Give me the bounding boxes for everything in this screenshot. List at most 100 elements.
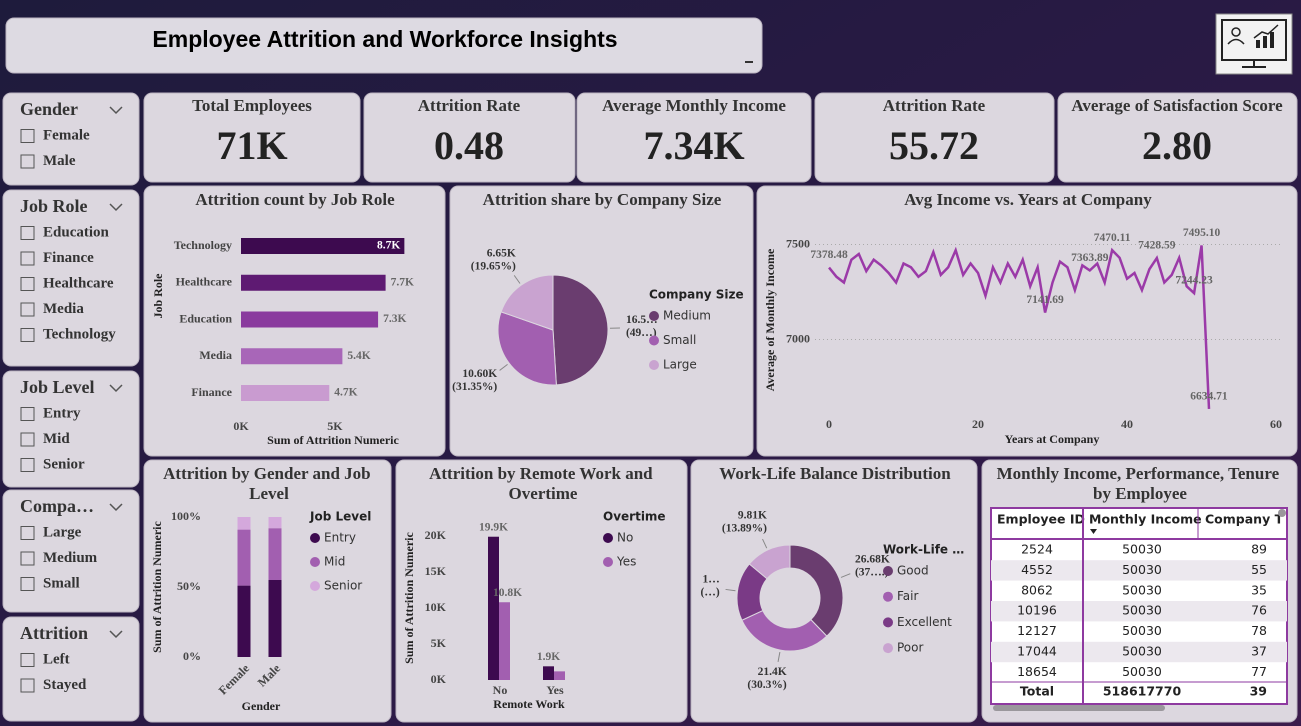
column-header: Employee ID: [997, 512, 1085, 527]
y-tick-label: 0%: [183, 649, 201, 663]
chevron[interactable]: [109, 630, 123, 639]
column-header: Company T: [1205, 512, 1284, 527]
checkbox[interactable]: [20, 526, 35, 540]
bar-segment: [237, 585, 251, 657]
table-cell: 50030: [1122, 603, 1162, 618]
x-tick-label: Yes: [546, 683, 564, 697]
value-label: 7428.59: [1138, 240, 1176, 252]
slicer-option[interactable]: Education: [43, 224, 110, 240]
bar-segment: [268, 517, 282, 529]
y-axis-label: Sum of Attrition Numeric: [402, 532, 416, 664]
x-axis-label: Years at Company: [1005, 432, 1100, 446]
x-tick-label: 60: [1270, 417, 1282, 431]
scrollbar[interactable]: [993, 705, 1165, 711]
bar: [241, 274, 386, 291]
table-cell: 50030: [1122, 582, 1162, 597]
donut-slice: [748, 544, 791, 580]
table-cell: 17044: [1017, 644, 1057, 659]
checkbox[interactable]: [20, 129, 35, 143]
value-label: 19.9K: [479, 521, 508, 533]
checkbox[interactable]: [20, 154, 35, 169]
slicer-option[interactable]: Entry: [43, 405, 81, 421]
chevron[interactable]: [109, 503, 123, 512]
chevron[interactable]: [109, 384, 123, 393]
legend-marker: [310, 557, 320, 567]
table-cell: 18654: [1017, 664, 1057, 679]
value-label: 7244.23: [1175, 275, 1213, 287]
slicer-option[interactable]: Senior: [43, 456, 85, 472]
slicer-option[interactable]: Male: [43, 153, 76, 169]
checkbox[interactable]: [20, 458, 35, 472]
percent-label: (49…): [626, 327, 657, 339]
leader-line: [840, 573, 851, 578]
card-label: Average of Satisfaction Score: [1071, 96, 1283, 115]
row-band: [991, 560, 1287, 581]
slicer-option[interactable]: Technology: [43, 326, 116, 342]
slicer-option[interactable]: Stayed: [43, 677, 87, 693]
legend-marker: [649, 360, 659, 370]
y-tick-label: Media: [199, 348, 232, 362]
x-axis-label: Gender: [242, 699, 281, 713]
value-label: 9.81K: [738, 509, 767, 521]
slicer-option[interactable]: Left: [43, 651, 70, 667]
legend-title: Company Size: [649, 288, 744, 302]
checkbox[interactable]: [20, 432, 35, 447]
pie-slice: [497, 311, 557, 386]
y-tick-label: 15K: [425, 564, 447, 578]
chart-title: Avg Income vs. Years at Company: [904, 190, 1152, 209]
checkbox[interactable]: [20, 328, 35, 342]
column-header: Monthly Income: [1089, 512, 1202, 527]
panel: [756, 185, 1298, 457]
value-label: 7.7K: [391, 276, 414, 288]
checkbox[interactable]: [20, 277, 35, 291]
card-label: Average Monthly Income: [602, 96, 786, 115]
checkbox[interactable]: [20, 551, 35, 566]
leader-line: [762, 538, 768, 549]
value-label: 26.68K: [855, 554, 890, 566]
card-value: 55.72: [889, 123, 979, 168]
checkbox[interactable]: [20, 302, 35, 317]
checkbox[interactable]: [20, 251, 35, 266]
legend-label: Good: [897, 564, 929, 578]
checkbox[interactable]: [20, 678, 35, 693]
slicer-option[interactable]: Small: [43, 575, 80, 591]
scroll-handle[interactable]: [1278, 509, 1286, 517]
value-label: 7141.69: [1026, 294, 1064, 306]
row-band: [991, 601, 1287, 622]
slicer-option[interactable]: Healthcare: [43, 275, 114, 291]
chevron[interactable]: [109, 203, 123, 212]
percent-label: (…): [701, 587, 720, 599]
panel: [1057, 92, 1298, 183]
checkbox[interactable]: [20, 226, 35, 240]
legend-label: Poor: [897, 641, 923, 655]
legend-title: Job Level: [309, 510, 371, 524]
x-axis-label: Sum of Attrition Numeric: [267, 433, 399, 447]
slicer-option[interactable]: Large: [43, 524, 82, 540]
table-cell: 78: [1251, 623, 1267, 638]
value-label: 10.60K: [462, 368, 497, 380]
table-cell: 35: [1251, 582, 1267, 597]
checkbox[interactable]: [20, 407, 35, 421]
panel: [2, 489, 140, 613]
panel: [143, 92, 361, 183]
legend-marker: [883, 566, 893, 576]
y-axis-label: Job Role: [151, 273, 165, 319]
table-cell: 518617770: [1103, 684, 1182, 699]
slicer-option[interactable]: Mid: [43, 431, 70, 447]
checkbox[interactable]: [20, 577, 35, 591]
card-label: Attrition Rate: [883, 96, 986, 115]
table-cell: 76: [1251, 603, 1267, 618]
legend-marker: [603, 557, 613, 567]
slicer-option[interactable]: Medium: [43, 550, 98, 566]
value-label: 7363.89: [1071, 252, 1109, 264]
chevron[interactable]: [109, 106, 123, 115]
checkbox[interactable]: [20, 653, 35, 667]
x-axis-label: Remote Work: [493, 697, 565, 711]
slicer-option[interactable]: Media: [43, 301, 84, 317]
slicer-option[interactable]: Female: [43, 127, 90, 143]
legend-label: Small: [663, 333, 696, 347]
panel: [2, 189, 140, 367]
legend-marker: [310, 533, 320, 543]
x-tick-label: No: [493, 683, 508, 697]
slicer-option[interactable]: Finance: [43, 250, 94, 266]
